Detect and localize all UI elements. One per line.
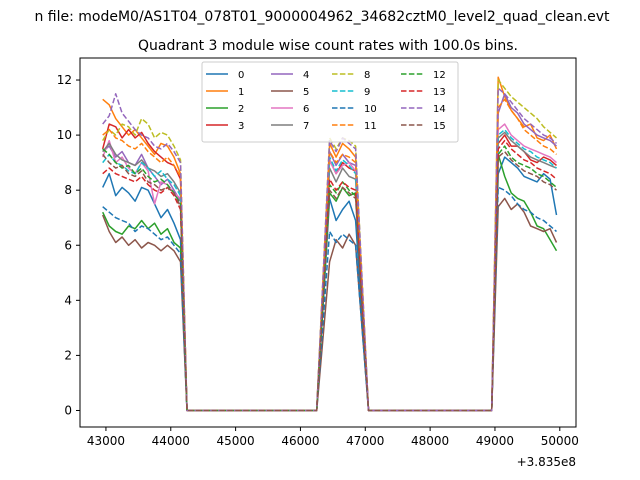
series-line-6 — [102, 123, 557, 412]
legend-label-6: 6 — [303, 104, 309, 115]
chart-title: Quadrant 3 module wise count rates with … — [138, 38, 518, 54]
series-line-5 — [102, 197, 558, 412]
legend-label-0: 0 — [238, 70, 244, 81]
series-line-9 — [102, 128, 557, 412]
legend-label-5: 5 — [303, 87, 309, 98]
series-line-12 — [102, 145, 557, 412]
y-tick-label: 8 — [64, 183, 72, 197]
x-tick-label: 45000 — [217, 434, 255, 448]
legend-label-8: 8 — [364, 70, 370, 81]
series-line-13 — [102, 139, 557, 412]
chart-suptitle: n file: modeM0/AS1T04_078T01_9000004962_… — [34, 9, 610, 25]
x-tick-label: 49000 — [476, 434, 514, 448]
series-line-2 — [102, 153, 558, 412]
x-tick-label: 43000 — [87, 434, 125, 448]
series-line-11 — [102, 98, 557, 412]
plot-frame — [79, 57, 577, 428]
y-tick-label: 0 — [64, 403, 72, 417]
legend-label-10: 10 — [364, 104, 377, 115]
legend-box — [201, 61, 459, 143]
series-line-15 — [102, 150, 557, 412]
y-tick-label: 4 — [64, 293, 72, 307]
series-line-7 — [102, 131, 557, 412]
legend-label-1: 1 — [238, 87, 244, 98]
x-offset-label: +3.835e8 — [517, 455, 576, 469]
x-tick-label: 47000 — [346, 434, 384, 448]
legend-label-15: 15 — [433, 121, 446, 132]
legend-label-13: 13 — [433, 87, 446, 98]
legend-label-9: 9 — [364, 87, 370, 98]
x-tick-label: 46000 — [281, 434, 319, 448]
legend-label-11: 11 — [364, 121, 377, 132]
legend-label-2: 2 — [238, 104, 244, 115]
y-tick-label: 12 — [57, 73, 72, 87]
x-axis: 43000 44000 45000 46000 47000 48000 49000 50000 — [87, 427, 579, 448]
x-tick-label: 50000 — [541, 434, 579, 448]
y-tick-label: 6 — [64, 238, 72, 252]
x-tick-label: 48000 — [411, 434, 449, 448]
legend-label-4: 4 — [303, 70, 309, 81]
legend-label-7: 7 — [303, 121, 309, 132]
y-axis: 0 2 4 6 8 10 12 — [57, 73, 80, 417]
legend-label-3: 3 — [238, 121, 244, 132]
y-tick-label: 10 — [57, 128, 72, 142]
plot-lines — [101, 76, 558, 412]
x-tick-label: 44000 — [152, 434, 190, 448]
legend-label-12: 12 — [433, 70, 446, 81]
legend-label-14: 14 — [433, 104, 446, 115]
y-tick-label: 2 — [64, 348, 72, 362]
series-line-10 — [102, 186, 557, 412]
series-line-0 — [102, 156, 558, 412]
series-line-14 — [102, 87, 557, 412]
